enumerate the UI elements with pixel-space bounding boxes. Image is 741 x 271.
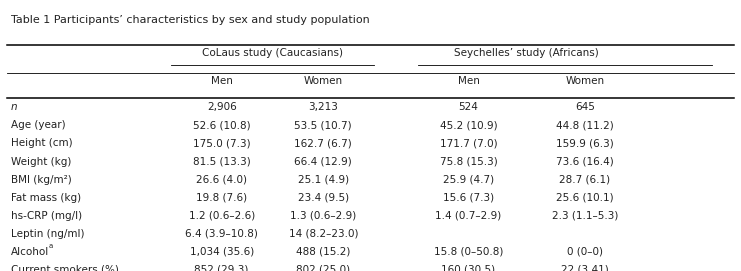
Text: 25.1 (4.9): 25.1 (4.9) (298, 175, 349, 185)
Text: 23.4 (9.5): 23.4 (9.5) (298, 193, 349, 203)
Text: 19.8 (7.6): 19.8 (7.6) (196, 193, 247, 203)
Text: 73.6 (16.4): 73.6 (16.4) (556, 157, 614, 166)
Text: Age (year): Age (year) (11, 120, 66, 130)
Text: Table 1 Participants’ characteristics by sex and study population: Table 1 Participants’ characteristics by… (11, 15, 370, 25)
Text: 45.2 (10.9): 45.2 (10.9) (439, 120, 497, 130)
Text: 159.9 (6.3): 159.9 (6.3) (556, 138, 614, 149)
Text: 171.7 (7.0): 171.7 (7.0) (439, 138, 497, 149)
Text: 3,213: 3,213 (308, 102, 338, 112)
Text: Alcohol: Alcohol (11, 247, 50, 257)
Text: 1.2 (0.6–2.6): 1.2 (0.6–2.6) (188, 211, 255, 221)
Text: Fat mass (kg): Fat mass (kg) (11, 193, 82, 203)
Text: 25.9 (4.7): 25.9 (4.7) (443, 175, 494, 185)
Text: Seychelles’ study (Africans): Seychelles’ study (Africans) (454, 49, 599, 58)
Text: 175.0 (7.3): 175.0 (7.3) (193, 138, 250, 149)
Text: 25.6 (10.1): 25.6 (10.1) (556, 193, 614, 203)
Text: Women: Women (304, 76, 343, 86)
Text: n: n (11, 102, 18, 112)
Text: 14 (8.2–23.0): 14 (8.2–23.0) (288, 229, 358, 239)
Text: 1.3 (0.6–2.9): 1.3 (0.6–2.9) (290, 211, 356, 221)
Text: Leptin (ng/ml): Leptin (ng/ml) (11, 229, 84, 239)
Text: BMI (kg/m²): BMI (kg/m²) (11, 175, 72, 185)
Text: 0 (0–0): 0 (0–0) (567, 247, 602, 257)
Text: 802 (25.0): 802 (25.0) (296, 265, 350, 271)
Text: 1.4 (0.7–2.9): 1.4 (0.7–2.9) (436, 211, 502, 221)
Text: 44.8 (11.2): 44.8 (11.2) (556, 120, 614, 130)
Text: 81.5 (13.3): 81.5 (13.3) (193, 157, 250, 166)
Text: 645: 645 (575, 102, 595, 112)
Text: Weight (kg): Weight (kg) (11, 157, 71, 166)
Text: 15.8 (0–50.8): 15.8 (0–50.8) (433, 247, 503, 257)
Text: 26.6 (4.0): 26.6 (4.0) (196, 175, 247, 185)
Text: 6.4 (3.9–10.8): 6.4 (3.9–10.8) (185, 229, 258, 239)
Text: Current smokers (%): Current smokers (%) (11, 265, 119, 271)
Text: 2,906: 2,906 (207, 102, 236, 112)
Text: 2.3 (1.1–5.3): 2.3 (1.1–5.3) (551, 211, 618, 221)
Text: 75.8 (15.3): 75.8 (15.3) (439, 157, 497, 166)
Text: 524: 524 (459, 102, 479, 112)
Text: 162.7 (6.7): 162.7 (6.7) (294, 138, 352, 149)
Text: a: a (49, 243, 53, 249)
Text: 1,034 (35.6): 1,034 (35.6) (190, 247, 253, 257)
Text: hs-CRP (mg/l): hs-CRP (mg/l) (11, 211, 82, 221)
Text: Men: Men (458, 76, 479, 86)
Text: 488 (15.2): 488 (15.2) (296, 247, 350, 257)
Text: 66.4 (12.9): 66.4 (12.9) (294, 157, 352, 166)
Text: 28.7 (6.1): 28.7 (6.1) (559, 175, 611, 185)
Text: 53.5 (10.7): 53.5 (10.7) (294, 120, 352, 130)
Text: Men: Men (210, 76, 233, 86)
Text: 160 (30.5): 160 (30.5) (442, 265, 496, 271)
Text: 52.6 (10.8): 52.6 (10.8) (193, 120, 250, 130)
Text: CoLaus study (Caucasians): CoLaus study (Caucasians) (202, 49, 343, 58)
Text: Height (cm): Height (cm) (11, 138, 73, 149)
Text: Women: Women (565, 76, 605, 86)
Text: 22 (3.41): 22 (3.41) (561, 265, 608, 271)
Text: 15.6 (7.3): 15.6 (7.3) (443, 193, 494, 203)
Text: 852 (29.3): 852 (29.3) (194, 265, 249, 271)
